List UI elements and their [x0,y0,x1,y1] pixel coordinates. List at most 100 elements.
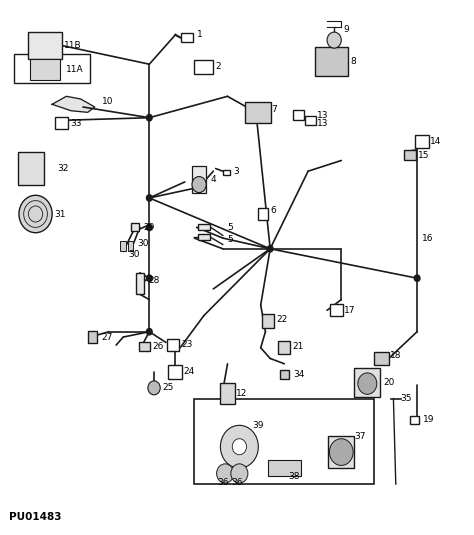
Polygon shape [52,96,95,112]
Bar [415,135,429,149]
Bar [293,110,304,120]
Text: 12: 12 [236,389,247,398]
Bar [192,166,206,193]
Text: 8: 8 [351,57,356,66]
Text: 20: 20 [383,378,394,387]
Text: 32: 32 [57,164,68,173]
Text: 31: 31 [55,210,66,218]
Circle shape [146,328,152,335]
Circle shape [414,275,420,281]
Circle shape [146,195,152,201]
Text: 6: 6 [270,206,276,215]
Bar [131,224,139,232]
Text: 1: 1 [197,30,202,39]
Text: 24: 24 [183,367,195,376]
Bar [280,370,289,379]
Text: 23: 23 [181,340,192,349]
Text: 4: 4 [211,175,217,184]
Bar [279,341,290,355]
Text: 26: 26 [153,342,164,350]
Circle shape [267,246,273,252]
Bar [404,150,416,160]
Bar [28,32,62,59]
Text: 30: 30 [128,250,139,258]
Bar [136,273,144,294]
Text: 28: 28 [148,277,159,285]
Bar [168,365,182,379]
Text: 13: 13 [317,111,328,119]
FancyBboxPatch shape [194,399,374,484]
Text: PU01483: PU01483 [9,511,62,522]
Bar [268,460,301,476]
Bar [194,60,213,74]
Circle shape [192,177,206,193]
Bar [198,234,210,240]
Text: 30: 30 [137,239,149,248]
Text: 7: 7 [271,105,277,114]
Circle shape [220,425,258,468]
Bar [198,224,210,230]
Text: 39: 39 [252,421,264,430]
Text: 2: 2 [216,63,221,71]
Text: 3: 3 [234,167,239,175]
Circle shape [146,114,152,121]
Text: 25: 25 [162,384,173,392]
Bar [354,368,380,398]
Text: 11B: 11B [64,41,82,50]
Text: 9: 9 [343,25,349,34]
Circle shape [19,195,52,233]
Bar [410,416,419,424]
Text: 33: 33 [70,119,82,127]
Text: 10: 10 [102,97,113,106]
Text: 29: 29 [144,223,155,232]
Text: 35: 35 [401,394,412,403]
Bar [88,331,97,343]
Circle shape [329,439,353,465]
Bar [220,383,235,404]
Bar [18,152,44,185]
Text: 5: 5 [228,223,233,232]
Bar [330,304,343,316]
Text: 18: 18 [390,351,401,360]
Bar [246,102,272,123]
Bar [120,241,126,251]
Bar [223,170,230,175]
Bar [328,436,355,468]
Circle shape [217,464,234,483]
Bar [315,47,348,77]
Circle shape [146,224,152,231]
Bar [181,33,193,42]
Text: 16: 16 [422,234,433,242]
Text: 11A: 11A [66,65,84,74]
Text: 15: 15 [418,151,429,159]
Text: 38: 38 [288,472,300,480]
Text: 21: 21 [292,342,304,351]
Text: 27: 27 [101,333,112,341]
Text: 19: 19 [423,416,435,424]
Bar [374,352,389,365]
Text: 5: 5 [228,235,233,244]
Bar [138,342,151,351]
Bar [128,241,133,251]
Text: 36: 36 [231,478,243,487]
Bar [167,339,179,351]
Text: 36: 36 [217,478,228,487]
Bar [30,59,61,80]
Bar [55,117,68,129]
Circle shape [148,381,160,395]
Text: 13: 13 [317,119,328,127]
Circle shape [327,32,341,48]
Circle shape [232,439,246,455]
FancyBboxPatch shape [14,54,90,83]
Circle shape [146,275,152,281]
Text: 37: 37 [355,432,366,440]
Text: 14: 14 [430,137,442,146]
Text: 34: 34 [293,370,304,379]
Bar [258,208,268,220]
Bar [262,315,274,327]
Text: 22: 22 [276,315,287,324]
Circle shape [358,373,377,394]
Text: 17: 17 [344,306,356,315]
Bar [305,116,316,125]
Circle shape [231,464,248,483]
